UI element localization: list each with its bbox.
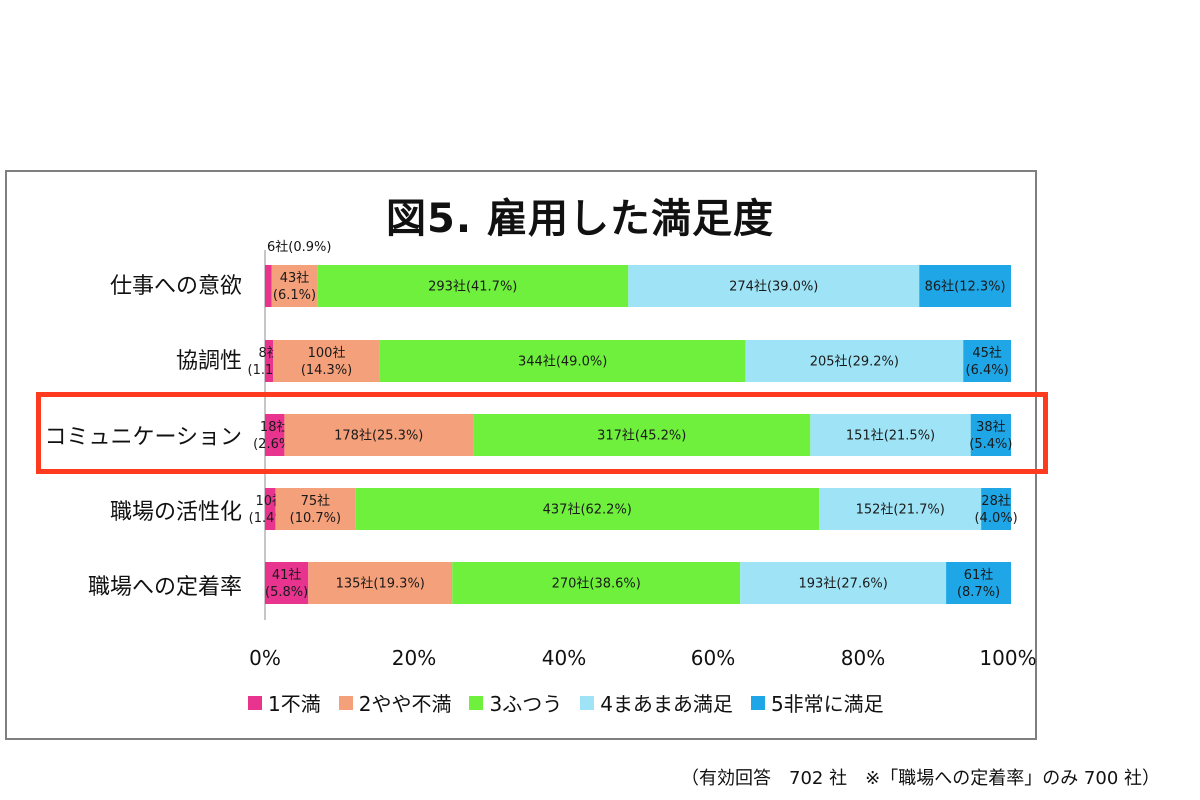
legend-label: 5非常に満足 [770, 692, 884, 716]
bar-segment [271, 265, 318, 307]
legend-swatch [580, 695, 595, 710]
data-label: 317社(45.2%) [597, 428, 686, 444]
data-label: 135社(19.3%) [336, 576, 425, 592]
bar-segment [308, 562, 453, 604]
x-tick-label: 80% [840, 646, 886, 670]
category-label: 協調性 [175, 349, 242, 374]
category-label: 職場の活性化 [109, 500, 242, 525]
bar-segment [970, 414, 1011, 456]
data-label: 437社(62.2%) [543, 502, 632, 518]
x-tick-label: 100% [979, 646, 1037, 670]
bar-segment [740, 562, 947, 604]
bar-segment [963, 340, 1011, 382]
bar-segment [265, 488, 276, 530]
legend: 1不満 2やや不満 3ふつう 4まあまあ満足 5非常に満足 [248, 688, 884, 717]
data-label: 61社(8.7%) [957, 567, 1000, 600]
bar-segment [745, 340, 964, 382]
legend-swatch [469, 695, 484, 710]
data-label: 152社(21.7%) [856, 502, 945, 518]
legend-swatch [750, 695, 765, 710]
legend-swatch [248, 695, 262, 710]
data-label: 86社(12.3%) [925, 279, 1006, 295]
data-label: 151社(21.5%) [846, 428, 935, 444]
bar-segment [265, 414, 285, 456]
x-tick-label: 60% [690, 646, 736, 670]
bar-segment [265, 340, 274, 382]
data-label: 38社(5.4%) [969, 419, 1012, 452]
legend-item: 2やや不満 [338, 688, 452, 717]
bar-segment [284, 414, 474, 456]
category-label: 仕事への意欲 [109, 274, 242, 299]
outside-annotation: 6社(0.9%) [267, 240, 332, 255]
data-label: 344社(49.0%) [518, 354, 607, 370]
footnote: （有効回答 702 社 ※「職場への定着率」のみ 700 社） [681, 768, 1160, 789]
bar-segment [355, 488, 820, 530]
bar-segment [946, 562, 1011, 604]
bar-segment [981, 488, 1011, 530]
data-label: 28社(4.0%) [974, 493, 1017, 526]
category-label: コミュニケーション [44, 425, 242, 450]
bar-segment [273, 340, 380, 382]
data-label: 43社(6.1%) [273, 270, 316, 303]
data-label: 41社(5.8%) [265, 567, 308, 600]
category-label: 職場への定着率 [87, 575, 242, 600]
bar-segment [317, 265, 629, 307]
bar-segment [919, 265, 1011, 307]
data-label: 193社(27.6%) [799, 576, 888, 592]
bar-segment [452, 562, 741, 604]
bar-segment [810, 414, 971, 456]
bar-segment [379, 340, 746, 382]
bar-segment [265, 265, 272, 307]
data-label: 293社(41.7%) [428, 279, 517, 295]
legend-item: 4まあまあ満足 [580, 688, 733, 717]
legend-label: 4まあまあ満足 [600, 692, 733, 716]
legend-item: 1不満 [248, 688, 321, 717]
legend-item: 5非常に満足 [750, 688, 884, 717]
legend-swatch [338, 695, 353, 710]
legend-item: 3ふつう [469, 688, 562, 717]
x-tick-label: 40% [541, 646, 587, 670]
highlight-box [36, 392, 1048, 474]
data-label: 75社(10.7%) [290, 493, 341, 526]
data-label: 178社(25.3%) [334, 428, 423, 444]
data-label: 100社(14.3%) [301, 345, 352, 378]
bar-segment [473, 414, 811, 456]
legend-label: 3ふつう [489, 692, 563, 716]
bar-segment [819, 488, 982, 530]
x-tick-label: 0% [249, 646, 281, 670]
legend-label: 2やや不満 [358, 692, 452, 716]
data-label: 45社(6.4%) [966, 345, 1009, 378]
x-tick-label: 20% [391, 646, 437, 670]
data-label: 270社(38.6%) [552, 576, 641, 592]
chart-title: 図5. 雇用した満足度 [386, 196, 774, 242]
data-label: 274社(39.0%) [729, 279, 818, 295]
bar-segment [275, 488, 356, 530]
legend-label: 1不満 [268, 692, 321, 716]
data-label: 205社(29.2%) [810, 354, 899, 370]
bar-segment [628, 265, 920, 307]
bar-segment [265, 562, 309, 604]
